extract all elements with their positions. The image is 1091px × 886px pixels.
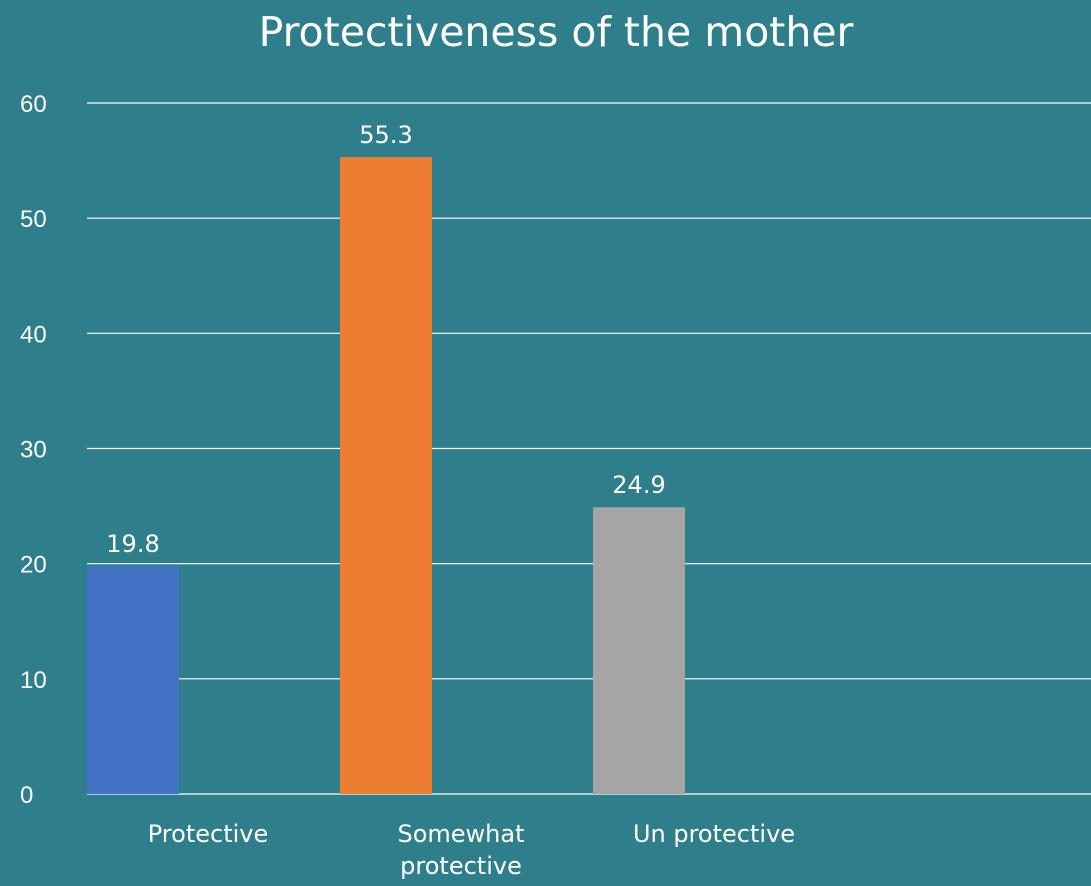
data-label: 19.8 (106, 530, 159, 558)
category-label-line: Protective (148, 820, 269, 848)
bar (87, 565, 179, 794)
y-tick-label: 50 (20, 206, 47, 233)
data-labels: 19.8 55.3 24.9 (106, 121, 665, 558)
chart-title: Protectiveness of the mother (259, 8, 854, 56)
y-tick-label: 10 (20, 667, 47, 694)
category-label: Protective (148, 820, 269, 848)
data-label: 55.3 (359, 121, 412, 149)
bar (340, 157, 432, 795)
bars (87, 157, 685, 795)
y-tick-label: 60 (20, 91, 47, 118)
y-tick-label: 20 (20, 552, 47, 579)
category-label-line: Un protective (633, 820, 795, 848)
y-tick-label: 30 (20, 437, 47, 464)
category-label-line: protective (400, 852, 522, 880)
x-axis-category-labels: Protective Somewhat protective Un protectiv… (148, 820, 795, 880)
category-label-line: Somewhat (397, 820, 524, 848)
category-label: Somewhat protective (397, 820, 524, 880)
category-label: Un protective (633, 820, 795, 848)
gridlines (87, 102, 1091, 795)
data-label: 24.9 (612, 471, 665, 499)
y-tick-label: 40 (20, 321, 47, 348)
y-tick-label: 0 (20, 782, 33, 809)
y-axis-tick-labels: 0 10 20 30 40 50 60 (20, 91, 47, 809)
bar (593, 507, 685, 794)
